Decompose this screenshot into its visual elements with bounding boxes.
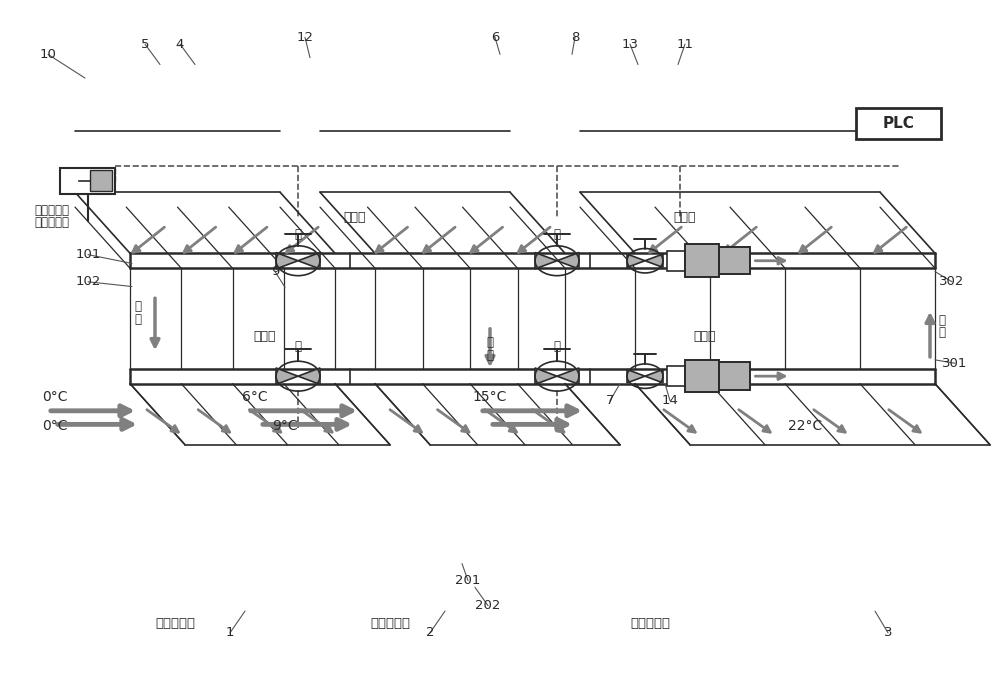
Text: 8: 8 <box>571 31 579 44</box>
Text: 0°C: 0°C <box>42 390 68 404</box>
Text: 二号热管组: 二号热管组 <box>370 617 410 630</box>
Text: 13: 13 <box>622 37 639 51</box>
Text: 101: 101 <box>75 248 101 261</box>
Text: 202: 202 <box>475 599 501 612</box>
Text: 开: 开 <box>554 227 560 241</box>
Text: 302: 302 <box>939 275 965 289</box>
Bar <box>685 360 719 392</box>
Polygon shape <box>276 368 298 384</box>
Polygon shape <box>276 253 298 269</box>
Text: 1: 1 <box>226 626 234 640</box>
Polygon shape <box>627 369 645 383</box>
Text: 14: 14 <box>662 394 678 407</box>
Bar <box>60 168 115 194</box>
Bar <box>685 244 719 277</box>
Polygon shape <box>645 254 663 268</box>
Text: 开: 开 <box>294 227 302 241</box>
Text: 开: 开 <box>554 340 560 353</box>
Text: 开: 开 <box>294 340 302 353</box>
Polygon shape <box>557 368 579 384</box>
Text: 4: 4 <box>176 37 184 51</box>
Text: 7: 7 <box>606 394 614 407</box>
Bar <box>90 170 112 191</box>
Text: 9°C: 9°C <box>272 420 298 433</box>
Text: 蒸: 蒸 <box>938 314 946 327</box>
Text: 301: 301 <box>942 356 968 370</box>
Text: 2: 2 <box>426 626 434 640</box>
Text: 9: 9 <box>271 265 279 278</box>
Text: 凝: 凝 <box>486 348 494 362</box>
Text: 22°C: 22°C <box>788 420 822 433</box>
Bar <box>667 367 685 386</box>
Polygon shape <box>627 254 645 268</box>
Text: （新风口）: （新风口） <box>34 216 70 230</box>
Polygon shape <box>557 253 579 269</box>
Text: PLC: PLC <box>883 116 914 131</box>
Text: 蒸汽段: 蒸汽段 <box>674 210 696 224</box>
Polygon shape <box>535 253 557 269</box>
Text: 发: 发 <box>938 326 946 340</box>
Bar <box>856 108 941 139</box>
Text: 102: 102 <box>75 275 101 289</box>
Text: 温度传感器: 温度传感器 <box>34 204 70 217</box>
Text: 12: 12 <box>296 31 314 44</box>
Polygon shape <box>298 368 320 384</box>
Text: 冷: 冷 <box>486 336 494 350</box>
Bar <box>667 251 685 270</box>
Bar <box>719 247 750 274</box>
Text: 0°C: 0°C <box>42 420 68 433</box>
Text: 冷凝段: 冷凝段 <box>254 329 276 343</box>
Text: 冷凝段: 冷凝段 <box>694 329 716 343</box>
Polygon shape <box>535 368 557 384</box>
Text: 一号热管组: 一号热管组 <box>155 617 195 630</box>
Text: 冷: 冷 <box>134 300 142 314</box>
Text: 三号热管组: 三号热管组 <box>630 617 670 630</box>
Text: 6: 6 <box>491 31 499 44</box>
Text: 凝: 凝 <box>134 312 142 326</box>
Text: 10: 10 <box>40 48 56 61</box>
Text: 15°C: 15°C <box>473 390 507 404</box>
Bar <box>719 363 750 390</box>
Polygon shape <box>298 253 320 269</box>
Text: 5: 5 <box>141 37 149 51</box>
Text: 蒸汽段: 蒸汽段 <box>344 210 366 224</box>
Text: 201: 201 <box>455 574 481 587</box>
Text: 3: 3 <box>884 626 892 640</box>
Polygon shape <box>645 369 663 383</box>
Text: 6°C: 6°C <box>242 390 268 404</box>
Text: 11: 11 <box>676 37 694 51</box>
